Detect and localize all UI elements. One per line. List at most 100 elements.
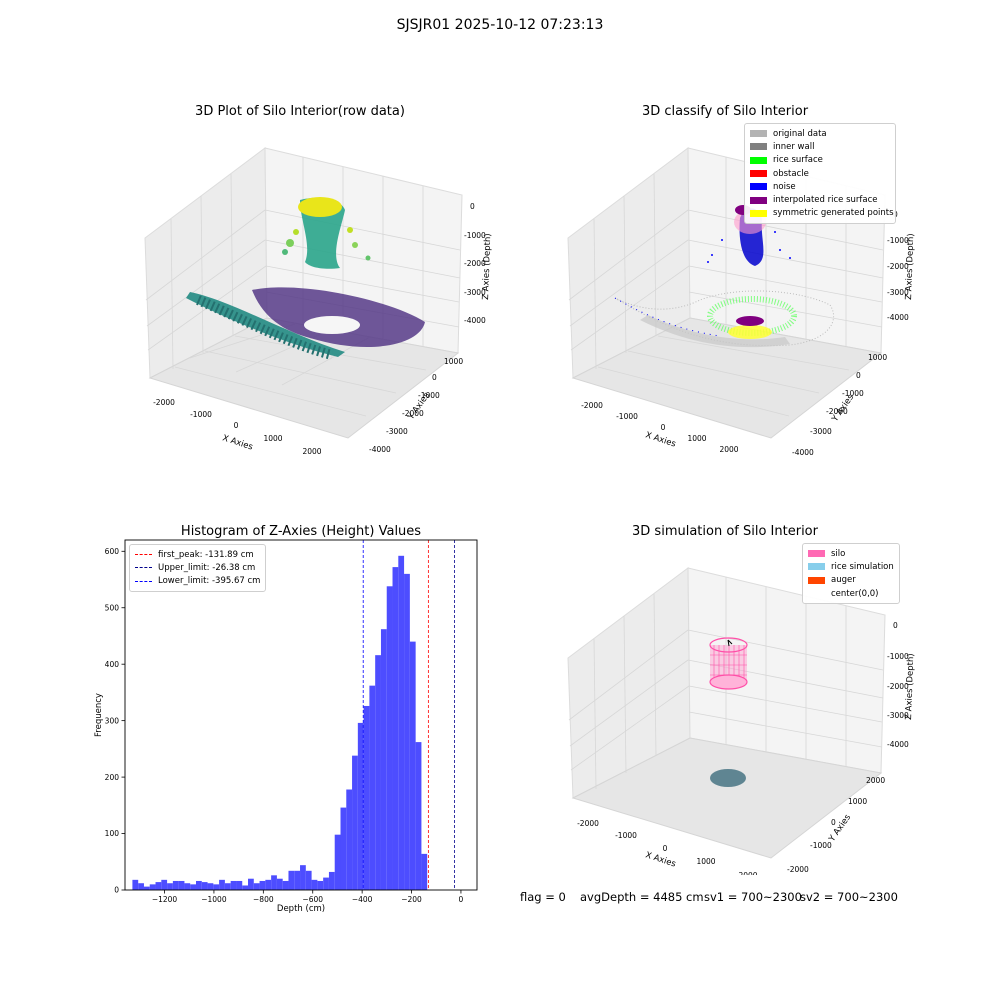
histogram-bar	[172, 880, 179, 890]
histogram-x-tick-label: −600	[302, 895, 323, 904]
histogram-bar	[207, 883, 214, 890]
simulation-z-tick: -2000	[887, 682, 909, 691]
legend-swatch	[750, 170, 767, 178]
legend-swatch	[750, 209, 767, 217]
simulation-z-tick: -4000	[887, 740, 909, 749]
histogram-bar	[323, 877, 329, 890]
simulation-y-tick: 0	[831, 818, 836, 827]
raw-point-cloud	[186, 197, 425, 360]
raw-y-tick: -1000	[418, 391, 440, 400]
classify-y-tick: -2000	[826, 407, 848, 416]
classify-x-tick: -1000	[616, 412, 638, 421]
histogram-bar	[288, 870, 295, 890]
legend-swatch	[808, 550, 825, 558]
classify-x-tick: 2000	[719, 445, 738, 454]
histogram-bar	[253, 883, 260, 890]
simulation-plot-title: 3D simulation of Silo Interior	[632, 524, 818, 539]
figure-title: SJSJR01 2025-10-12 07:23:13	[396, 17, 604, 33]
legend-label: interpolated rice surface	[773, 195, 878, 206]
legend-item: obstacle	[750, 167, 890, 180]
histogram-bar	[167, 883, 173, 890]
histogram-bar	[276, 878, 283, 890]
histogram-bar	[363, 705, 370, 890]
legend-swatch	[750, 196, 767, 204]
histogram-bar	[230, 880, 237, 890]
histogram-bar	[178, 880, 185, 890]
raw-y-tick: 0	[432, 373, 437, 382]
histogram-bar	[190, 884, 196, 890]
simulation-x-label: X Axies	[644, 850, 677, 869]
histogram-bar	[271, 875, 277, 890]
histogram-bar	[404, 573, 410, 890]
histogram-bar	[392, 567, 399, 890]
histogram-y-tick-label: 100	[105, 829, 120, 838]
silo-cylinder	[709, 637, 748, 690]
histogram-bar	[421, 853, 428, 890]
raw-x-tick: -2000	[153, 398, 175, 407]
histogram-bar	[369, 685, 376, 890]
simulation-floor-pane	[571, 737, 883, 859]
classify-y-tick: -4000	[792, 448, 814, 457]
histogram-reference-lines	[362, 540, 455, 890]
raw-x-tick: 0	[234, 421, 239, 430]
histogram-x-tick-label: 0	[459, 895, 464, 904]
legend-item: first_peak: -131.89 cm	[135, 548, 260, 561]
legend-item: rice surface	[750, 154, 890, 167]
raw-z-tick: -3000	[464, 288, 486, 297]
classify-x-tick: 1000	[687, 434, 706, 443]
legend-item: noise	[750, 180, 890, 193]
legend-item: Upper_limit: -26.38 cm	[135, 561, 260, 574]
status-avg-depth: avgDepth = 4485 cm	[580, 890, 704, 904]
histogram-bar	[375, 655, 381, 890]
simulation-legend: silo rice simulation auger center(0,0)	[802, 543, 900, 605]
histogram-bar	[242, 885, 249, 890]
raw-3d-plot: -2000 -1000 0 1000 2000 1000 0 -1000 -20…	[144, 147, 493, 456]
histogram-bar	[282, 880, 289, 890]
classify-z-tick: -2000	[887, 262, 909, 271]
classify-legend: original data inner wall rice surface ob…	[744, 123, 896, 225]
histogram-bar	[248, 878, 254, 890]
legend-label: rice simulation	[831, 561, 894, 572]
raw-x-tick: 2000	[302, 447, 321, 456]
classify-z-tick: -3000	[887, 288, 909, 297]
legend-item: silo	[808, 547, 894, 560]
histogram-title: Histogram of Z-Axies (Height) Values	[180, 524, 422, 539]
legend-label: first_peak: -131.89 cm	[158, 549, 254, 560]
simulation-y-tick: -2000	[787, 865, 809, 874]
histogram-bar	[380, 629, 387, 890]
classify-y-tick: -3000	[810, 427, 832, 436]
simulation-z-tick: -1000	[887, 652, 909, 661]
simulation-x-tick: 1000	[696, 857, 715, 866]
raw-plot-title: 3D Plot of Silo Interior(row data)	[195, 104, 405, 119]
simulation-z-tick: -3000	[887, 711, 909, 720]
legend-item: interpolated rice surface	[750, 193, 890, 206]
legend-item: symmetric generated points	[750, 207, 894, 220]
legend-label: noise	[773, 181, 796, 192]
legend-label: Upper_limit: -26.38 cm	[158, 562, 256, 573]
simulation-x-tick: -1000	[615, 831, 637, 840]
status-sv2: sv2 = 700~2300	[800, 890, 898, 904]
legend-label: silo	[831, 548, 846, 559]
histogram-bar	[132, 879, 139, 890]
histogram-bars	[132, 555, 428, 890]
histogram-x-tick-label: −1000	[201, 895, 227, 904]
histogram-bar	[149, 884, 156, 890]
legend-item: inner wall	[750, 140, 890, 153]
legend-swatch	[808, 590, 825, 597]
legend-item: original data	[750, 127, 890, 140]
classify-floor-pane	[571, 317, 883, 439]
histogram-bar	[213, 884, 220, 890]
histogram-bar	[340, 807, 347, 890]
histogram-bar	[265, 879, 272, 890]
histogram-y-tick-label: 200	[105, 773, 120, 782]
legend-label: original data	[773, 128, 827, 139]
histogram-bar	[409, 641, 416, 890]
histogram-bar	[311, 879, 318, 890]
classify-y-tick: -1000	[842, 389, 864, 398]
histogram-y-tick-label: 300	[105, 716, 120, 725]
histogram-bar	[300, 865, 306, 890]
legend-label: inner wall	[773, 141, 815, 152]
raw-z-label: Z Axies (Depth)	[481, 233, 493, 300]
histogram-bar	[415, 742, 422, 890]
rice-simulation-disc	[710, 769, 746, 787]
